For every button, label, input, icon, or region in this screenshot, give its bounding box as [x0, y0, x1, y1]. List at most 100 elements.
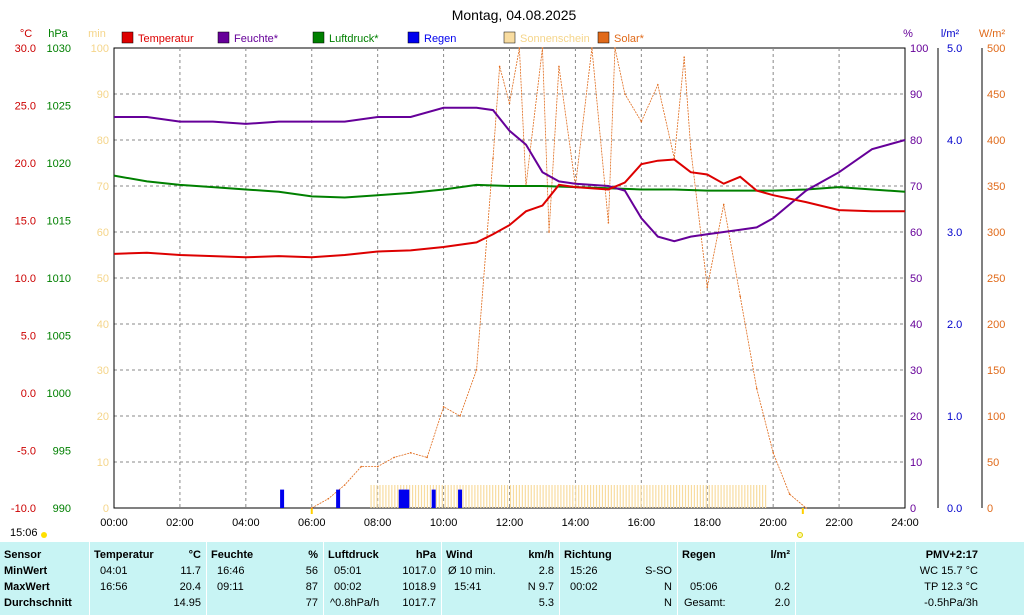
chart-title: Montag, 04.08.2025	[452, 7, 577, 23]
y-tick-label-temp: -5.0	[17, 446, 36, 458]
solar-point	[558, 65, 560, 68]
y-tick-label-solar: 450	[987, 89, 1005, 101]
stats-col-feuchte: Feuchte% 16:46 56 09:11 87 77	[207, 542, 322, 615]
x-tick-label: 20:00	[759, 517, 787, 529]
maxwert-label: MaxWert	[4, 581, 50, 593]
legend-swatch	[121, 31, 134, 44]
legend-swatch	[407, 31, 420, 44]
luftdruck-max-time: 00:02	[334, 581, 362, 593]
rain-bar	[280, 489, 285, 508]
y-tick-label-temp: -10.0	[11, 503, 36, 515]
solar-point	[624, 93, 626, 95]
stats-col-sensor: Sensor MinWert MaxWert Durchschnitt	[0, 542, 88, 615]
y-tick-label-pressure: 1025	[47, 101, 71, 113]
y-tick-label-pressure: 995	[53, 446, 71, 458]
y-tick-label-solar: 100	[987, 411, 1005, 423]
y-tick-label-temp: 25.0	[15, 101, 36, 113]
legend-swatch	[597, 31, 610, 44]
y-tick-label-humidity: 70	[910, 181, 922, 193]
solar-point	[657, 84, 659, 86]
y-tick-label-solar: 300	[987, 227, 1005, 239]
pmv-taupunkt: TP 12.3 °C	[924, 581, 978, 593]
time-left-label: 15:06	[10, 527, 38, 539]
y-tick-label-humidity: 10	[910, 457, 922, 469]
solar-point	[689, 148, 692, 150]
pmv-header: PMV+2:17	[925, 549, 978, 561]
x-tick-label: 18:00	[693, 517, 721, 529]
x-tick-label: 04:00	[232, 517, 260, 529]
y-tick-label-humidity: 0	[910, 503, 916, 515]
solar-point	[475, 369, 478, 371]
y-tick-label-min: 90	[97, 89, 109, 101]
rain-bar	[431, 489, 436, 508]
y-tick-label-pressure: 1005	[47, 331, 71, 343]
x-tick-label: 14:00	[562, 517, 590, 529]
solar-point	[343, 484, 346, 486]
series-temp-line	[113, 158, 905, 259]
solar-point	[508, 102, 511, 104]
x-tick-label: 10:00	[430, 517, 458, 529]
y-tick-label-solar: 250	[987, 273, 1005, 285]
legend-label: Feuchte*	[234, 33, 279, 45]
luftdruck-min-value: 1017.0	[402, 565, 436, 577]
stats-col-pmv: PMV+2:17 WC 15.7 °C TP 12.3 °C -0.5hPa/3…	[796, 542, 982, 615]
y-tick-label-pressure: 1010	[47, 273, 71, 285]
solar-point	[327, 498, 330, 500]
solar-point	[442, 406, 445, 408]
y-tick-label-pressure: 1030	[47, 43, 71, 55]
chart-grid	[113, 47, 906, 509]
solar-point	[788, 493, 791, 496]
y-tick-label-min: 10	[97, 457, 109, 469]
x-tick-label: 24:00	[891, 517, 919, 529]
temp-min-time: 04:01	[100, 565, 128, 577]
x-tick-label: 06:00	[298, 517, 326, 529]
y-tick-label-humidity: 40	[910, 319, 922, 331]
temp-min-value: 11.7	[180, 565, 201, 577]
unit-hpa-label: hPa	[48, 28, 68, 40]
series-humidity-line	[114, 106, 906, 243]
rain-bar	[402, 489, 407, 508]
y-tick-label-humidity: 60	[910, 227, 922, 239]
solar-point	[772, 452, 774, 454]
wind-avg-value: 5.3	[538, 597, 554, 609]
legend-swatch	[503, 31, 516, 44]
regen-unit: l/m²	[770, 549, 790, 561]
solar-point	[360, 465, 362, 468]
weather-chart: Montag, 04.08.2025 °C hPa min % l/m² W/m…	[11, 7, 1006, 529]
stats-panel: Sensor MinWert MaxWert Durchschnitt Temp…	[0, 542, 1024, 615]
x-tick-label: 02:00	[166, 517, 194, 529]
chart-marks	[113, 47, 906, 509]
y-tick-label-solar: 150	[987, 365, 1005, 377]
feuchte-min-time: 16:46	[217, 565, 245, 577]
solar-point	[640, 120, 643, 123]
stats-col-wind: Wind km/h Ø 10 min. 2.8 15:41 N 9.7 5.3	[442, 542, 558, 615]
regen-header: Regen	[682, 549, 716, 561]
y-tick-label-temp: 0.0	[21, 388, 36, 400]
richtung-value-1: S-SO	[645, 565, 672, 577]
solar-point	[518, 47, 521, 49]
temp-max-value: 20.4	[179, 581, 201, 593]
solar-point	[498, 65, 501, 68]
unit-temp-label: °C	[20, 28, 32, 40]
solar-point	[706, 286, 709, 289]
richtung-header: Richtung	[564, 549, 612, 561]
wind-avg10-value: 2.8	[538, 565, 554, 577]
solar-point	[426, 456, 428, 459]
x-tick-label: 08:00	[364, 517, 392, 529]
richtung-time-1: 15:26	[570, 565, 598, 577]
luftdruck-header: Luftdruck	[328, 549, 379, 561]
stats-col-temp: Temperatur °C 04:01 11.7 16:56 20.4 14.95	[90, 542, 205, 615]
solar-point	[614, 47, 616, 49]
solar-point	[409, 452, 412, 454]
y-tick-label-min: 30	[97, 365, 109, 377]
y-tick-label-rain: 5.0	[947, 43, 962, 55]
x-tick-label: 22:00	[825, 517, 853, 529]
y-tick-label-solar: 400	[987, 135, 1005, 147]
legend-label: Regen	[424, 33, 456, 45]
feuchte-max-time: 09:11	[217, 581, 244, 593]
luftdruck-max-value: 1018.9	[402, 581, 436, 593]
wind-header: Wind	[446, 549, 473, 561]
stats-col-regen: Regen l/m² 05:06 0.2 Gesamt: 2.0	[678, 542, 794, 615]
rain-bar	[405, 489, 410, 508]
y-tick-label-rain: 0.0	[947, 503, 962, 515]
